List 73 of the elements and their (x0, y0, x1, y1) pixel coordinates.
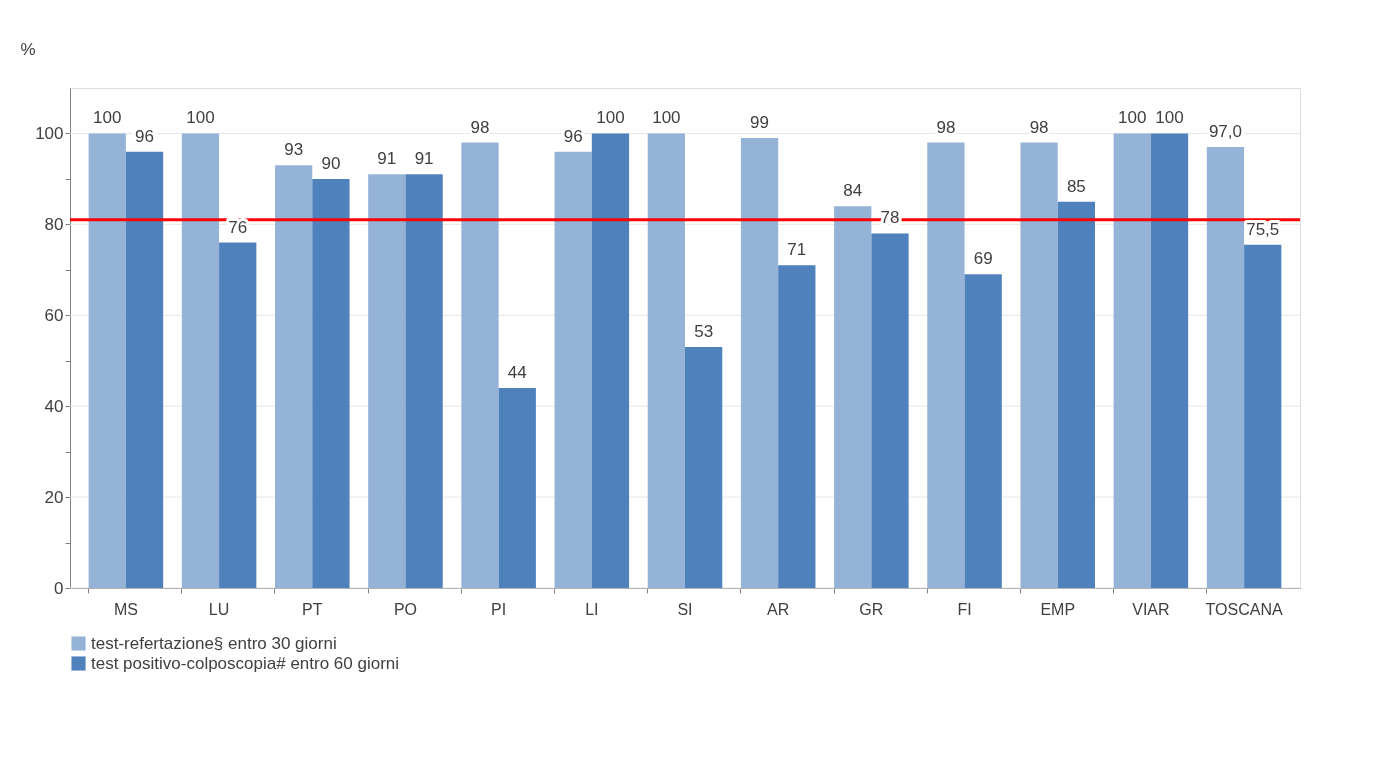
data-label: 100 (93, 108, 122, 128)
bar (964, 274, 1002, 588)
x-tick-label: SI (677, 600, 693, 618)
x-tick-label: LU (208, 600, 230, 618)
x-tick-label: GR (859, 600, 884, 618)
data-label: 90 (321, 153, 341, 173)
bar (219, 242, 257, 588)
bar (405, 174, 443, 588)
bar (181, 133, 220, 588)
bar (312, 178, 350, 588)
bar (1057, 201, 1095, 588)
x-tick-label: AR (767, 600, 790, 618)
data-label: 85 (1066, 176, 1086, 196)
bar (685, 347, 723, 588)
data-label: 75,5 (1246, 219, 1280, 239)
y-axis-title: % (20, 39, 36, 59)
data-label: 98 (1029, 117, 1049, 137)
data-label: 96 (135, 126, 155, 146)
bar (647, 133, 685, 588)
bar (275, 165, 313, 588)
data-label: 96 (563, 126, 583, 146)
y-tick-label: 60 (44, 305, 64, 325)
bar (740, 138, 779, 588)
bar (368, 174, 406, 588)
bar (1244, 244, 1282, 588)
data-label: 69 (973, 249, 993, 269)
data-label: 99 (750, 113, 770, 132)
data-label: 100 (1118, 108, 1147, 128)
data-label: 100 (1155, 108, 1184, 128)
bar (125, 151, 164, 588)
data-label: 98 (936, 117, 956, 137)
y-tick-label: 0 (54, 578, 64, 598)
y-tick-label: 100 (35, 123, 64, 143)
bar (554, 151, 592, 588)
bar (834, 206, 872, 588)
x-tick-label: EMP (1040, 600, 1076, 618)
data-label: 100 (652, 108, 681, 128)
data-label: 100 (596, 108, 625, 128)
y-tick-label: 40 (44, 396, 64, 416)
data-label: 91 (414, 149, 434, 169)
data-label: 84 (843, 181, 863, 201)
bar (88, 133, 126, 588)
y-tick-label: 20 (44, 487, 64, 507)
x-tick-label: VIAR (1132, 600, 1170, 618)
data-label: 53 (694, 322, 714, 342)
y-tick-label: 80 (44, 214, 64, 234)
bar (1113, 133, 1151, 588)
bar (498, 388, 536, 588)
bar (1020, 142, 1058, 588)
legend-label: test positivo-colposcopia# entro 60 giorni (91, 653, 400, 673)
x-tick-label: PO (393, 600, 418, 618)
x-tick-label: MS (113, 600, 138, 618)
bar (871, 233, 909, 588)
bar (1206, 147, 1245, 588)
x-tick-label: PT (302, 600, 323, 618)
data-label: 76 (228, 217, 248, 237)
bar (927, 142, 965, 588)
data-label: 71 (787, 240, 807, 260)
legend-label: test-refertazione§ entro 30 giorni (91, 633, 337, 653)
x-tick-label: FI (957, 600, 972, 618)
x-tick-label: TOSCANA (1205, 600, 1283, 618)
bar (591, 133, 630, 588)
data-label: 100 (186, 108, 215, 128)
data-label: 97,0 (1208, 122, 1242, 142)
x-tick-label: LI (585, 600, 599, 618)
bar (461, 142, 499, 588)
data-label: 93 (284, 140, 304, 160)
x-tick-label: PI (491, 600, 507, 618)
bar (778, 265, 816, 588)
data-label: 98 (470, 117, 490, 137)
data-label: 44 (507, 363, 527, 382)
bar (1150, 133, 1189, 588)
data-label: 91 (377, 149, 397, 169)
